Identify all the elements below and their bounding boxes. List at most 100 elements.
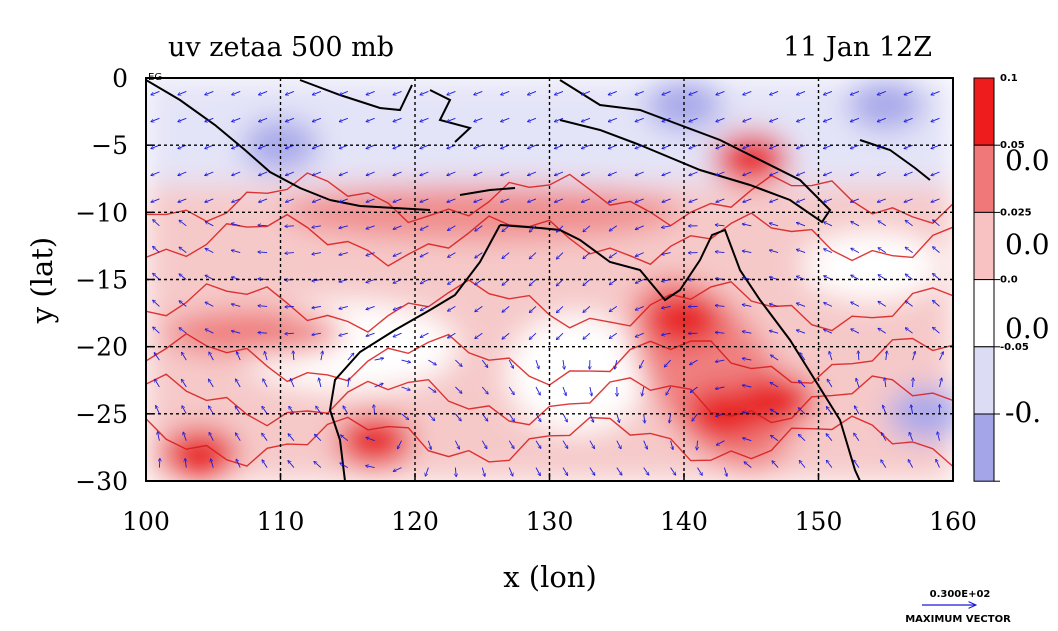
- wind-vector: [640, 359, 645, 368]
- wind-vector: [285, 253, 294, 254]
- wind-vector: [851, 329, 860, 334]
- wind-vector: [502, 225, 510, 232]
- wind-vector: [293, 351, 294, 361]
- wind-vector: [555, 90, 564, 94]
- colorbar-label: 0.1: [1000, 73, 1018, 84]
- wind-vector: [529, 279, 537, 286]
- wind-vector: [824, 249, 833, 254]
- wind-vector: [589, 467, 595, 476]
- coast-new-guinea: [559, 79, 832, 224]
- wind-vector: [716, 360, 725, 362]
- wind-vector: [743, 90, 752, 94]
- y-tick-label: −5: [91, 131, 128, 160]
- colorbar-segment: [973, 144, 995, 213]
- wind-vector: [265, 352, 268, 361]
- wind-vector: [259, 117, 268, 121]
- wind-vector: [339, 305, 348, 308]
- wind-vector: [448, 225, 456, 231]
- wind-vector: [179, 328, 187, 334]
- wind-vector: [858, 351, 859, 361]
- field-feature: [161, 428, 238, 481]
- wind-vector: [797, 90, 806, 94]
- wind-vector: [590, 386, 592, 396]
- wind-vector: [911, 405, 913, 414]
- field-band: [506, 313, 647, 434]
- wind-vector: [797, 250, 806, 254]
- wind-vector: [877, 90, 886, 94]
- wind-vector: [319, 378, 322, 388]
- wind-vector: [179, 274, 187, 280]
- wind-vector: [428, 413, 434, 421]
- wind-vectors: [151, 90, 943, 477]
- wind-vector: [178, 171, 187, 175]
- wind-vector: [716, 198, 725, 202]
- wind-vector: [666, 386, 671, 395]
- wind-vector: [205, 222, 214, 227]
- wind-vector: [286, 198, 295, 202]
- wind-vector: [288, 434, 295, 441]
- wind-vector: [770, 304, 779, 307]
- wind-vector: [185, 459, 186, 468]
- wind-vector: [366, 225, 375, 229]
- wind-vector: [420, 90, 429, 94]
- wind-vector: [635, 305, 644, 310]
- wind-vector: [156, 406, 160, 414]
- wind-vector: [393, 171, 402, 175]
- wind-vector: [557, 306, 564, 312]
- wind-vector: [285, 226, 294, 227]
- wind-vector: [797, 303, 806, 307]
- wind-vector: [501, 90, 510, 94]
- colorbar-segment: [973, 413, 995, 482]
- wind-vector: [366, 252, 375, 256]
- y-tick-label: −15: [75, 266, 128, 295]
- wind-vector: [232, 117, 241, 121]
- wind-vector: [209, 433, 214, 441]
- wind-vector: [502, 306, 510, 312]
- wind-vector: [824, 198, 833, 202]
- wind-vector: [366, 117, 375, 121]
- wind-vector: [609, 306, 618, 311]
- colorbar-segment: [973, 279, 995, 348]
- wind-vector: [153, 273, 160, 280]
- wind-vector: [153, 300, 160, 307]
- wind-vector: [715, 225, 725, 226]
- wind-vector: [877, 171, 886, 175]
- wind-vector: [824, 171, 833, 175]
- wind-vector: [508, 467, 513, 476]
- wind-vector: [312, 333, 321, 335]
- y-tick-label: −20: [75, 333, 128, 362]
- wind-vector: [797, 144, 806, 148]
- wind-vector: [770, 383, 779, 388]
- wind-vector: [905, 328, 913, 334]
- chart-date: 11 Jan 12Z: [783, 32, 932, 63]
- wind-vector: [582, 90, 591, 94]
- wind-vector: [723, 467, 727, 477]
- y-tick-label: −30: [75, 467, 128, 496]
- wind-vector: [259, 198, 268, 202]
- wind-vector: [535, 440, 541, 449]
- wind-vector: [662, 333, 671, 335]
- wind-vector: [643, 467, 649, 475]
- wind-vector: [348, 378, 349, 388]
- wind-vector: [716, 171, 725, 175]
- wind-vector: [502, 332, 510, 339]
- wind-vector: [501, 117, 510, 121]
- wind-vector: [420, 305, 429, 310]
- wind-vector: [689, 198, 698, 202]
- y-tick-label: 0: [112, 64, 128, 93]
- wind-vector: [770, 331, 779, 334]
- wind-vector: [904, 117, 913, 121]
- wind-vector: [366, 332, 375, 336]
- wind-vector: [770, 90, 779, 94]
- coastlines: [146, 79, 931, 481]
- wind-vector: [448, 252, 456, 258]
- wind-vector: [743, 171, 752, 175]
- wind-vector: [151, 198, 160, 202]
- wind-vector: [856, 378, 860, 388]
- wind-vector: [609, 225, 618, 231]
- wind-vector: [529, 225, 537, 232]
- wind-vector: [662, 253, 671, 255]
- wind-vector: [635, 144, 644, 148]
- wind-vector: [851, 90, 860, 94]
- wind-vector: [447, 171, 456, 175]
